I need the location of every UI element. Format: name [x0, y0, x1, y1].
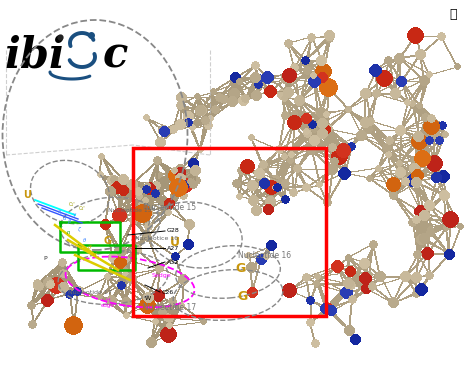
Text: U: U — [23, 190, 31, 200]
Text: $\theta$: $\theta$ — [83, 236, 87, 244]
Text: A32: A32 — [167, 259, 179, 265]
Text: W: W — [145, 295, 151, 301]
Text: G28: G28 — [167, 229, 180, 233]
Text: G: G — [104, 236, 112, 246]
Bar — [133, 148, 326, 316]
Text: Nucleotice 16: Nucleotice 16 — [135, 236, 178, 240]
Text: Nucleotide 15: Nucleotide 15 — [108, 208, 152, 214]
Text: U: U — [170, 236, 180, 248]
Bar — [0, 0, 130, 105]
Text: Sedge: Sedge — [152, 273, 171, 277]
Text: Nucleotide 17: Nucleotide 17 — [143, 304, 196, 312]
Text: $\gamma$: $\gamma$ — [72, 211, 78, 219]
Text: Ⓐ: Ⓐ — [449, 8, 457, 22]
Text: G: G — [237, 290, 247, 302]
Text: $\zeta$: $\zeta$ — [77, 225, 83, 235]
Text: $n$: $n$ — [66, 229, 70, 236]
Text: c: c — [103, 34, 128, 76]
Text: $\eta'$: $\eta'$ — [92, 250, 98, 259]
Text: edge: edge — [101, 302, 115, 308]
Text: C26: C26 — [162, 290, 174, 294]
Text: $\eta$: $\eta$ — [57, 208, 63, 216]
Text: P: P — [43, 255, 47, 261]
Text: $\alpha$: $\alpha$ — [62, 214, 68, 222]
Text: $\theta'$: $\theta'$ — [87, 244, 93, 252]
Text: A27: A27 — [167, 246, 179, 251]
Text: C₁': C₁' — [69, 203, 76, 207]
Text: ibi: ibi — [5, 34, 66, 76]
Text: G: G — [235, 262, 245, 275]
Text: Nucleotide 16: Nucleotide 16 — [238, 251, 291, 261]
Text: Nucleotide 15: Nucleotide 15 — [143, 203, 196, 211]
Text: Nucleotide 17: Nucleotide 17 — [68, 291, 112, 295]
Text: H: H — [105, 298, 110, 302]
Text: C₄': C₄' — [79, 206, 86, 211]
Text: $\chi$: $\chi$ — [59, 221, 65, 229]
Text: $\beta$: $\beta$ — [67, 218, 73, 226]
